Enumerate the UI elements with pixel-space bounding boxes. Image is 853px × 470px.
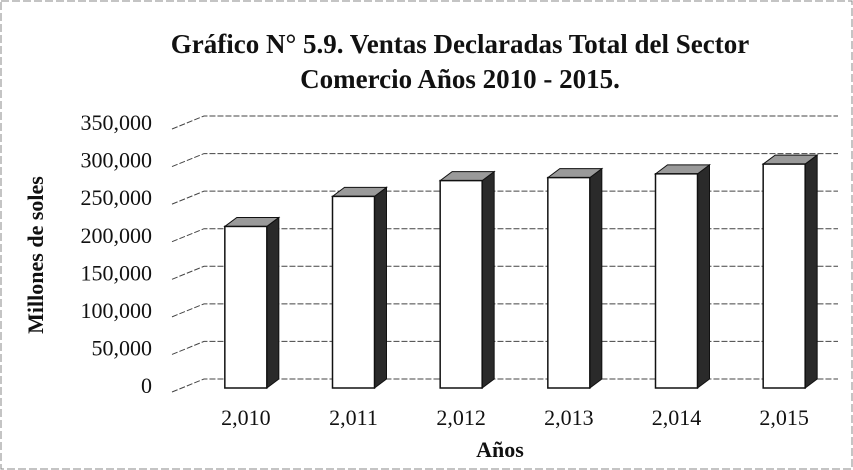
bar-side	[697, 163, 710, 389]
bar	[547, 176, 591, 389]
grid-line	[171, 265, 838, 280]
y-axis-label: Millones de soles	[23, 176, 48, 334]
chart-title: Comercio Años 2010 - 2015.	[300, 64, 620, 94]
y-tick-label: 250,000	[81, 185, 153, 210]
x-tick-label: 2,011	[329, 405, 378, 430]
bar	[762, 163, 806, 389]
x-tick-label: 2,012	[436, 405, 486, 430]
x-tick-label: 2,015	[759, 405, 809, 430]
bar	[439, 179, 483, 389]
y-tick-label: 300,000	[81, 148, 153, 173]
x-tick-label: 2,014	[652, 405, 702, 430]
bar-side	[804, 154, 818, 389]
x-axis-label: Años	[476, 437, 524, 462]
y-tick-label: 200,000	[81, 223, 153, 248]
bar-side	[374, 186, 387, 389]
bar-side	[589, 167, 603, 389]
grid-line	[171, 115, 838, 130]
grid-line	[171, 303, 838, 318]
y-tick-label: 100,000	[81, 298, 153, 323]
y-tick-label: 50,000	[92, 335, 153, 360]
x-tick-label: 2,013	[544, 405, 594, 430]
grid-line	[171, 378, 838, 393]
bar-side	[266, 216, 280, 389]
bar	[224, 225, 268, 389]
y-tick-label: 0	[141, 373, 152, 398]
y-tick-label: 150,000	[81, 260, 153, 285]
grid-line	[171, 153, 838, 168]
grid-line	[171, 228, 838, 243]
bar	[331, 195, 376, 389]
grid-line	[171, 340, 838, 355]
bar	[654, 173, 699, 389]
grid-line	[171, 190, 838, 205]
x-tick-label: 2,010	[221, 405, 271, 430]
y-tick-label: 350,000	[81, 110, 153, 135]
bar-side	[481, 170, 495, 389]
chart-title: Gráfico N° 5.9. Ventas Declaradas Total …	[171, 29, 750, 59]
